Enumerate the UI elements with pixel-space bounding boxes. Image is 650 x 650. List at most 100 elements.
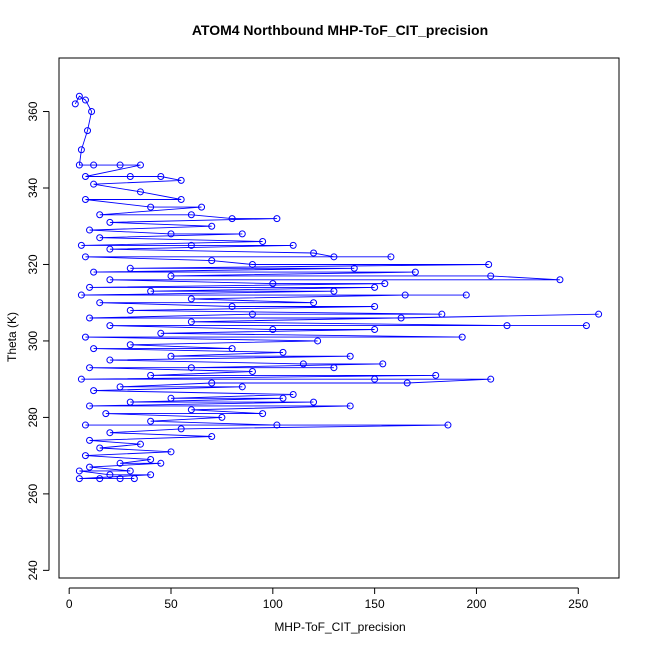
data-point (86, 436, 94, 444)
data-point (102, 410, 110, 418)
data-point (208, 433, 216, 441)
data-point (71, 100, 79, 108)
data-point (90, 345, 98, 353)
data-point (77, 375, 85, 383)
data-point (126, 264, 134, 272)
data-point (75, 161, 83, 169)
data-point (269, 325, 277, 333)
y-tick-label: 280 (26, 407, 40, 427)
data-point (485, 260, 493, 268)
data-point (86, 314, 94, 322)
data-point (96, 211, 104, 219)
data-point (595, 310, 603, 318)
axes-layer: 0 50 100 150 200 250 240 260 280 300 320 340 360 (26, 101, 589, 611)
data-point (81, 195, 89, 203)
data-point (259, 238, 267, 246)
data-point (96, 299, 104, 307)
data-point (167, 352, 175, 360)
data-point (75, 92, 83, 100)
data-point (438, 310, 446, 318)
data-point (81, 421, 89, 429)
data-point (198, 203, 206, 211)
data-point (81, 333, 89, 341)
chart-title: ATOM4 Northbound MHP-ToF_CIT_precision (192, 22, 488, 38)
data-point (187, 364, 195, 372)
data-point (248, 310, 256, 318)
data-point (187, 295, 195, 303)
series-line (74, 95, 599, 480)
data-point (75, 467, 83, 475)
data-point (106, 356, 114, 364)
x-tick-label: 250 (568, 597, 588, 611)
data-point (177, 176, 185, 184)
data-point (90, 387, 98, 395)
data-point (397, 314, 405, 322)
data-point (187, 241, 195, 249)
data-point (228, 345, 236, 353)
data-point (147, 471, 155, 479)
data-point (432, 371, 440, 379)
data-point (96, 475, 104, 483)
x-axis-label: MHP-ToF_CIT_precision (274, 620, 405, 634)
plot-area (58, 57, 620, 579)
data-point (90, 161, 98, 169)
data-point (75, 475, 83, 483)
data-point (411, 268, 419, 276)
data-point (130, 475, 138, 483)
data-point (310, 249, 318, 257)
data-point (346, 352, 354, 360)
data-point (228, 215, 236, 223)
data-point (218, 413, 226, 421)
data-point (381, 280, 389, 288)
data-point (177, 425, 185, 433)
data-point (147, 371, 155, 379)
data-point (444, 421, 452, 429)
data-point (487, 272, 495, 280)
data-point (208, 222, 216, 230)
data-point (81, 452, 89, 460)
data-point (81, 96, 89, 104)
data-point (86, 283, 94, 291)
x-tick-label: 50 (164, 597, 178, 611)
data-point (167, 448, 175, 456)
data-point (106, 471, 114, 479)
data-point (136, 161, 144, 169)
y-tick-label: 340 (26, 178, 40, 198)
data-point (371, 303, 379, 311)
x-tick-label: 200 (466, 597, 486, 611)
data-point (238, 383, 246, 391)
data-point (157, 459, 165, 467)
data-point (81, 173, 89, 181)
data-point (96, 444, 104, 452)
data-point (86, 364, 94, 372)
data-point (350, 264, 358, 272)
data-point (208, 379, 216, 387)
data-point (126, 173, 134, 181)
data-point (346, 402, 354, 410)
data-point (269, 280, 277, 288)
data-point (86, 463, 94, 471)
data-point (147, 455, 155, 463)
data-point (330, 287, 338, 295)
data-point (556, 276, 564, 284)
data-point (379, 360, 387, 368)
data-point (238, 230, 246, 238)
data-point (77, 146, 85, 154)
data-point (228, 303, 236, 311)
data-point (106, 322, 114, 330)
data-point (106, 276, 114, 284)
data-point (88, 108, 96, 116)
data-point (330, 364, 338, 372)
x-tick-label: 100 (263, 597, 283, 611)
data-point (310, 398, 318, 406)
data-point (116, 383, 124, 391)
data-point (116, 475, 124, 483)
data-point (273, 421, 281, 429)
data-point (187, 211, 195, 219)
data-point (106, 429, 114, 437)
data-point (167, 230, 175, 238)
data-point (126, 467, 134, 475)
data-point (126, 341, 134, 349)
